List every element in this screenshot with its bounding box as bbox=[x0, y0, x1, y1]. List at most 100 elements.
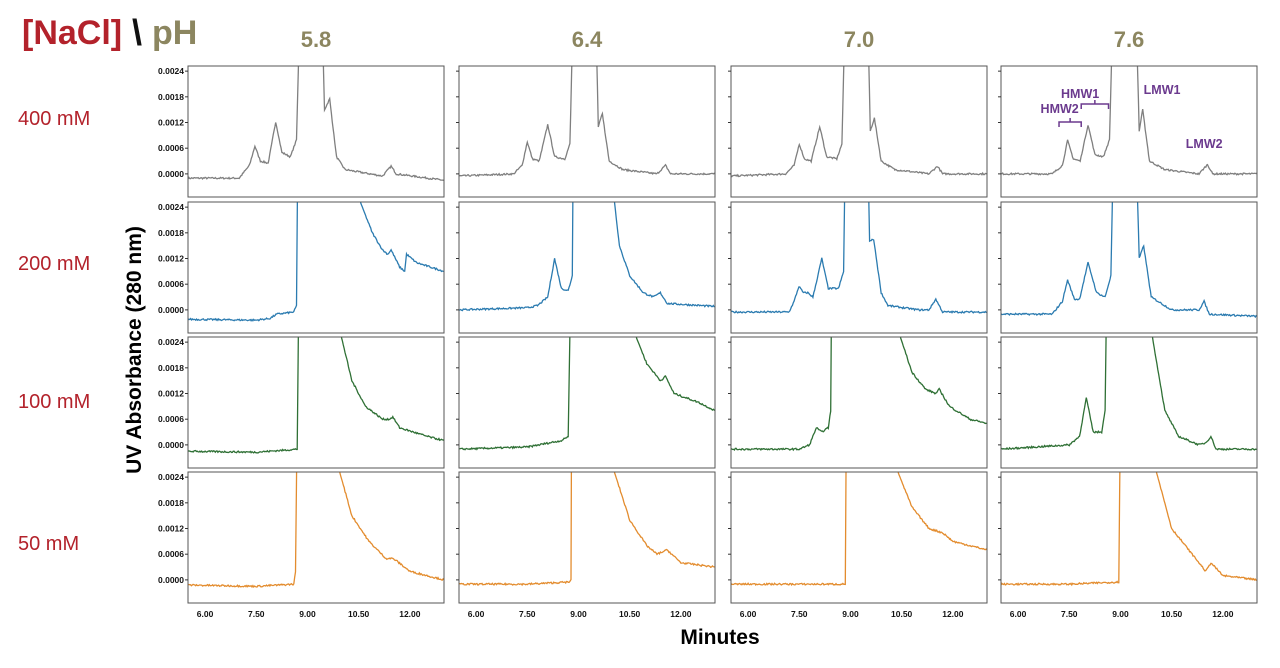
panel-frame bbox=[187, 336, 445, 469]
x-tick-label: 9.00 bbox=[299, 609, 316, 619]
trace-line bbox=[188, 66, 444, 181]
panel-frame bbox=[1000, 65, 1258, 198]
trace-line bbox=[1001, 472, 1257, 587]
nacl-row-label: 400 mM bbox=[18, 108, 91, 130]
y-tick-label: 0.0024 bbox=[158, 66, 184, 76]
chromatogram-panel: 0.0000 0.0006 0.0012 0.0018 0.0024 bbox=[158, 65, 445, 198]
chromatogram-panel: 0.0000 0.0006 0.0012 0.0018 0.0024 bbox=[158, 336, 445, 469]
x-tick-label: 6.00 bbox=[468, 609, 485, 619]
header-separator: \ bbox=[132, 12, 143, 53]
trace-line bbox=[459, 337, 715, 451]
trace-line bbox=[731, 66, 987, 178]
trace-line bbox=[1001, 202, 1257, 319]
chromatogram-panel: 6.00 7.50 9.00 10.50 12.00 bbox=[456, 471, 716, 619]
panel-frame bbox=[1000, 471, 1258, 604]
peak-bracket bbox=[1080, 100, 1110, 109]
ph-column-label: 7.0 bbox=[843, 27, 875, 52]
panel-frame bbox=[730, 336, 988, 469]
ph-column-label: 6.4 bbox=[571, 27, 603, 52]
chromatogram-panel: 0.0000 0.0006 0.0012 0.0018 0.0024 6.00 7.50 9.… bbox=[158, 471, 445, 619]
chromatogram-panel: 6.00 7.50 9.00 10.50 12.00 bbox=[998, 471, 1258, 619]
trace-line bbox=[459, 472, 715, 587]
trace-line bbox=[188, 472, 444, 589]
peak-annotation-lmw2: LMW2 bbox=[1186, 137, 1223, 151]
trace-line bbox=[731, 337, 987, 452]
y-tick-label: 0.0018 bbox=[158, 363, 184, 373]
trace-line bbox=[1001, 66, 1257, 176]
x-tick-label: 9.00 bbox=[570, 609, 587, 619]
trace-line bbox=[731, 202, 987, 314]
peak-bracket bbox=[1058, 118, 1082, 127]
peak-annotation-lmw1: LMW1 bbox=[1144, 83, 1181, 97]
x-tick-label: 12.00 bbox=[670, 609, 692, 619]
x-tick-label: 7.50 bbox=[1061, 609, 1078, 619]
y-tick-label: 0.0018 bbox=[158, 92, 184, 102]
x-tick-label: 10.50 bbox=[348, 609, 370, 619]
x-tick-label: 12.00 bbox=[399, 609, 421, 619]
ph-header: pH bbox=[152, 14, 198, 52]
chromatogram-panel bbox=[456, 336, 716, 469]
panel-frame bbox=[730, 65, 988, 198]
x-tick-label: 6.00 bbox=[740, 609, 757, 619]
y-tick-label: 0.0012 bbox=[158, 524, 184, 534]
y-tick-label: 0.0012 bbox=[158, 118, 184, 128]
y-tick-label: 0.0000 bbox=[158, 305, 184, 315]
peak-annotation-hmw1: HMW1 bbox=[1061, 87, 1099, 101]
y-tick-label: 0.0012 bbox=[158, 254, 184, 264]
chromatogram-panel: 6.00 7.50 9.00 10.50 12.00 bbox=[728, 471, 988, 619]
y-tick-label: 0.0006 bbox=[158, 549, 184, 559]
x-tick-label: 7.50 bbox=[248, 609, 265, 619]
x-tick-label: 9.00 bbox=[842, 609, 859, 619]
y-tick-label: 0.0018 bbox=[158, 228, 184, 238]
panel-frame bbox=[187, 201, 445, 334]
x-tick-label: 10.50 bbox=[891, 609, 913, 619]
chromatogram-panel: 0.0000 0.0006 0.0012 0.0018 0.0024 bbox=[158, 201, 445, 334]
peak-annotation-hmw2: HMW2 bbox=[1041, 102, 1079, 116]
x-tick-label: 9.00 bbox=[1112, 609, 1129, 619]
y-tick-label: 0.0012 bbox=[158, 389, 184, 399]
x-tick-label: 12.00 bbox=[1212, 609, 1234, 619]
x-tick-label: 7.50 bbox=[519, 609, 536, 619]
trace-line bbox=[731, 472, 987, 587]
y-tick-label: 0.0024 bbox=[158, 202, 184, 212]
x-axis-title: Minutes bbox=[680, 626, 760, 649]
panel-frame bbox=[187, 65, 445, 198]
panel-frame bbox=[1000, 201, 1258, 334]
x-tick-label: 7.50 bbox=[791, 609, 808, 619]
x-tick-label: 12.00 bbox=[942, 609, 964, 619]
chromatogram-panel bbox=[728, 201, 988, 334]
trace-line bbox=[188, 202, 444, 322]
panel-frame bbox=[458, 471, 716, 604]
y-tick-label: 0.0000 bbox=[158, 169, 184, 179]
nacl-row-label: 50 mM bbox=[18, 533, 80, 555]
chromatogram-panel bbox=[998, 65, 1258, 198]
trace-line bbox=[1001, 337, 1257, 451]
trace-line bbox=[188, 337, 444, 454]
ph-column-label: 7.6 bbox=[1113, 27, 1145, 52]
x-tick-label: 10.50 bbox=[1161, 609, 1183, 619]
nacl-row-label: 200 mM bbox=[18, 253, 91, 275]
ph-column-label: 5.8 bbox=[300, 27, 332, 52]
panel-frame bbox=[1000, 336, 1258, 469]
x-tick-label: 6.00 bbox=[197, 609, 214, 619]
panel-frame bbox=[458, 336, 716, 469]
y-tick-label: 0.0006 bbox=[158, 143, 184, 153]
trace-line bbox=[459, 202, 715, 312]
y-tick-label: 0.0024 bbox=[158, 472, 184, 482]
y-tick-label: 0.0006 bbox=[158, 279, 184, 289]
x-tick-label: 10.50 bbox=[619, 609, 641, 619]
chromatogram-panel bbox=[998, 336, 1258, 469]
trace-line bbox=[459, 66, 715, 178]
chromatogram-panel bbox=[728, 65, 988, 198]
chromatogram-panel bbox=[456, 65, 716, 198]
panel-frame bbox=[730, 471, 988, 604]
panel-frame bbox=[187, 471, 445, 604]
y-tick-label: 0.0000 bbox=[158, 440, 184, 450]
chromatogram-panel bbox=[456, 201, 716, 334]
chromatogram-panel bbox=[728, 336, 988, 469]
y-tick-label: 0.0006 bbox=[158, 414, 184, 424]
y-tick-label: 0.0024 bbox=[158, 337, 184, 347]
x-tick-label: 6.00 bbox=[1010, 609, 1027, 619]
nacl-header: [NaCl] bbox=[22, 14, 123, 52]
